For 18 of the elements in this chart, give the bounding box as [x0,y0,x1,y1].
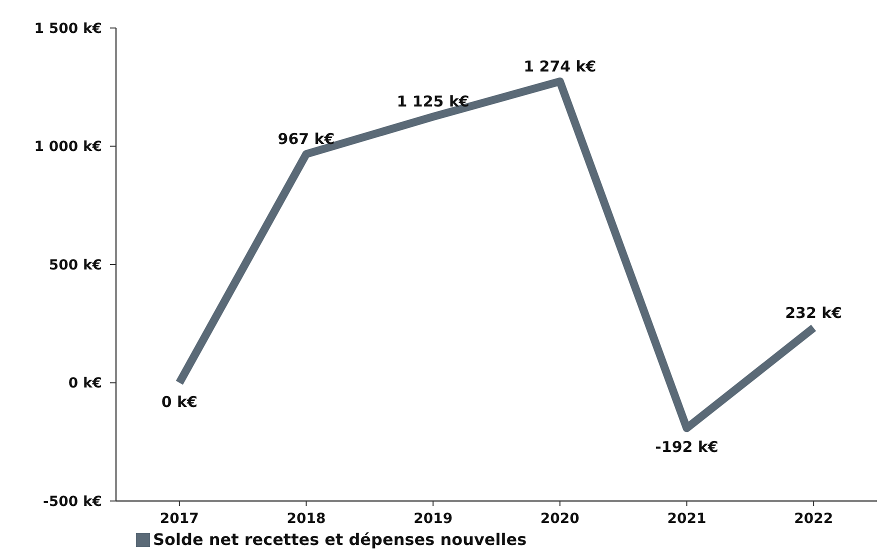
x-tick-label: 2019 [414,511,453,527]
data-label: 0 k€ [161,392,198,411]
data-label: 1 274 k€ [524,57,596,76]
y-tick-label: 0 k€ [68,376,102,392]
data-label: 1 125 k€ [396,92,470,111]
y-tick-label: 500 k€ [48,257,102,274]
data-label: -192 k€ [655,438,718,456]
x-tick-label: 2022 [794,511,834,527]
y-tick-label: 1 500 k€ [34,20,102,37]
y-tick-label: -500 k€ [43,494,102,510]
x-tick-label: 2021 [667,511,706,527]
data-label: 967 k€ [278,130,335,148]
y-tick-label: 1 000 k€ [34,139,102,156]
x-tick-label: 2018 [286,511,326,527]
data-label: 232 k€ [785,304,842,322]
legend-label: Solde net recettes et dépenses nouvelles [153,530,527,549]
x-tick-label: 2020 [540,511,580,527]
x-tick-label: 2017 [160,511,199,527]
